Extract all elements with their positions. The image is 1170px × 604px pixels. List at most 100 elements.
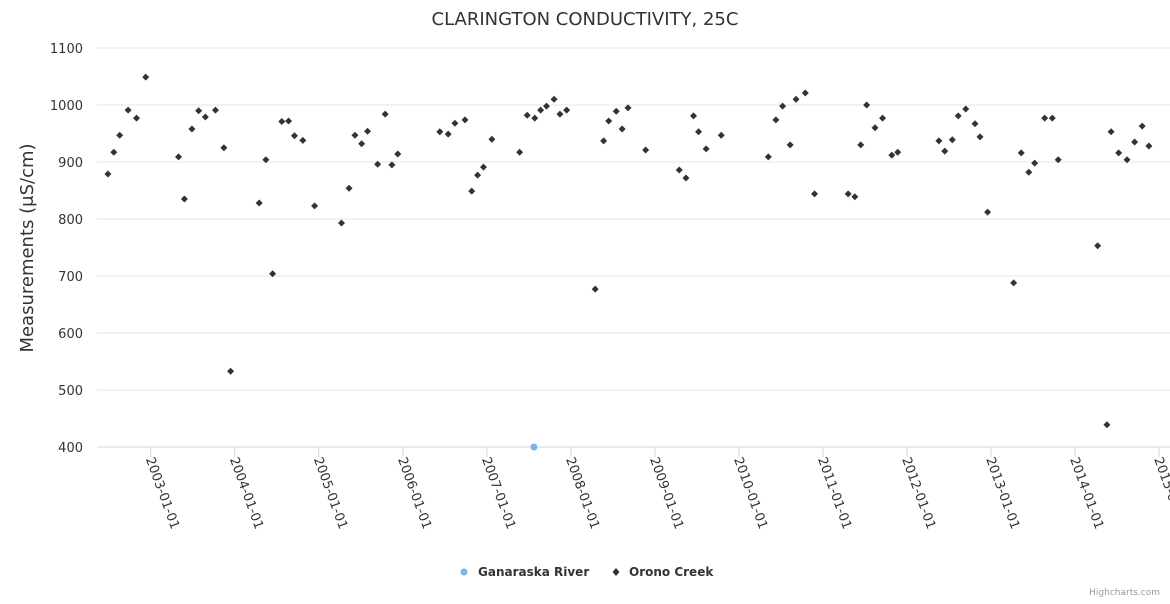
- data-point-orono-creek: [1131, 138, 1139, 146]
- x-tick-label: 2004-01-01: [226, 455, 266, 531]
- legend-item-orono-creek[interactable]: Orono Creek: [612, 565, 715, 579]
- data-point-orono-creek: [174, 153, 182, 161]
- data-point-orono-creek: [563, 106, 571, 114]
- data-point-orono-creek: [879, 114, 887, 122]
- data-point-orono-creek: [962, 105, 970, 113]
- x-tick-label: 2014-01-01: [1066, 455, 1106, 531]
- data-point-orono-creek: [984, 208, 992, 216]
- data-point-orono-creek: [871, 124, 879, 132]
- data-point-orono-creek: [1123, 156, 1131, 164]
- data-point-orono-creek: [351, 131, 359, 139]
- data-point-orono-creek: [675, 166, 683, 174]
- data-point-orono-creek: [1054, 156, 1062, 164]
- data-point-orono-creek: [624, 104, 632, 112]
- data-point-orono-creek: [954, 112, 962, 120]
- data-point-orono-creek: [600, 137, 608, 145]
- x-tick-label: 2006-01-01: [394, 455, 434, 531]
- data-point-orono-creek: [764, 153, 772, 161]
- data-point-orono-creek: [550, 95, 558, 103]
- data-point-orono-creek: [1048, 114, 1056, 122]
- data-point-orono-creek: [468, 187, 476, 195]
- data-point-orono-creek: [474, 171, 482, 179]
- data-point-orono-creek: [857, 141, 865, 149]
- data-point-orono-creek: [935, 137, 943, 145]
- y-tick-label: 1000: [50, 99, 83, 114]
- data-point-orono-creek: [104, 170, 112, 178]
- data-point-orono-creek: [851, 193, 859, 201]
- y-axis-label: Measurements (μS/cm): [17, 143, 38, 352]
- data-point-orono-creek: [479, 163, 487, 171]
- data-point-orono-creek: [444, 130, 452, 138]
- data-point-orono-creek: [381, 110, 389, 118]
- data-point-orono-creek: [1041, 114, 1049, 122]
- x-tick-label: 2009-01-01: [646, 455, 686, 531]
- x-tick-label: 2015-01-01: [1150, 455, 1170, 531]
- data-point-orono-creek: [844, 190, 852, 198]
- data-point-orono-creek: [188, 125, 196, 133]
- x-tick-label: 2007-01-01: [478, 455, 518, 531]
- data-point-orono-creek: [116, 131, 124, 139]
- legend-marker-circle: [460, 568, 468, 576]
- data-point-orono-creek: [976, 133, 984, 141]
- data-point-orono-creek: [201, 113, 209, 121]
- data-point-orono-creek: [612, 107, 620, 115]
- data-point-orono-creek: [1115, 149, 1123, 157]
- data-point-ganaraska-river: [530, 443, 538, 451]
- data-point-orono-creek: [702, 145, 710, 153]
- data-point-orono-creek: [516, 148, 524, 156]
- data-point-orono-creek: [811, 190, 819, 198]
- data-point-orono-creek: [345, 184, 353, 192]
- credits-link[interactable]: Highcharts.com: [1089, 588, 1160, 598]
- data-point-orono-creek: [1017, 149, 1025, 157]
- data-point-orono-creek: [364, 127, 372, 135]
- data-point-orono-creek: [461, 116, 469, 124]
- data-point-orono-creek: [195, 107, 203, 115]
- chart-title: CLARINGTON CONDUCTIVITY, 25C: [432, 9, 739, 30]
- x-axis: 2003-01-01 2004-01-01 2005-01-01 2006-01-01…: [142, 447, 1170, 531]
- data-point-orono-creek: [285, 117, 293, 125]
- data-point-orono-creek: [591, 285, 599, 293]
- legend-label: Orono Creek: [629, 565, 714, 579]
- data-point-orono-creek: [717, 131, 725, 139]
- data-point-orono-creek: [556, 110, 564, 118]
- data-points: [104, 73, 1153, 451]
- data-point-orono-creek: [971, 120, 979, 128]
- y-tick-label: 800: [58, 213, 83, 228]
- data-point-orono-creek: [180, 195, 188, 203]
- data-point-orono-creek: [772, 116, 780, 124]
- data-point-orono-creek: [1010, 279, 1018, 287]
- legend: Ganaraska River Orono Creek: [460, 565, 715, 579]
- legend-item-ganaraska-river[interactable]: Ganaraska River: [460, 565, 590, 579]
- data-point-orono-creek: [337, 219, 345, 227]
- data-point-orono-creek: [786, 141, 794, 149]
- data-point-orono-creek: [543, 102, 551, 110]
- data-point-orono-creek: [531, 114, 539, 122]
- data-point-orono-creek: [220, 144, 228, 152]
- data-point-orono-creek: [299, 136, 307, 144]
- data-point-orono-creek: [290, 132, 298, 140]
- y-tick-label: 1100: [50, 42, 83, 57]
- data-point-orono-creek: [110, 148, 118, 156]
- y-tick-label: 900: [58, 156, 83, 171]
- data-point-orono-creek: [124, 106, 132, 114]
- data-point-orono-creek: [779, 102, 787, 110]
- data-point-orono-creek: [801, 89, 809, 97]
- data-point-orono-creek: [142, 73, 150, 81]
- data-point-orono-creek: [311, 202, 319, 210]
- data-point-orono-creek: [1031, 159, 1039, 167]
- x-tick-label: 2003-01-01: [142, 455, 182, 531]
- data-point-orono-creek: [278, 118, 286, 126]
- x-tick-label: 2013-01-01: [982, 455, 1022, 531]
- data-point-orono-creek: [358, 140, 366, 148]
- data-point-orono-creek: [605, 117, 613, 125]
- data-point-orono-creek: [941, 147, 949, 155]
- data-point-orono-creek: [1145, 142, 1153, 150]
- y-tick-label: 400: [58, 441, 83, 456]
- data-point-orono-creek: [888, 151, 896, 159]
- data-point-orono-creek: [227, 367, 235, 375]
- data-point-orono-creek: [695, 128, 703, 136]
- x-tick-label: 2010-01-01: [730, 455, 770, 531]
- data-point-orono-creek: [388, 161, 396, 169]
- data-point-orono-creek: [488, 135, 496, 143]
